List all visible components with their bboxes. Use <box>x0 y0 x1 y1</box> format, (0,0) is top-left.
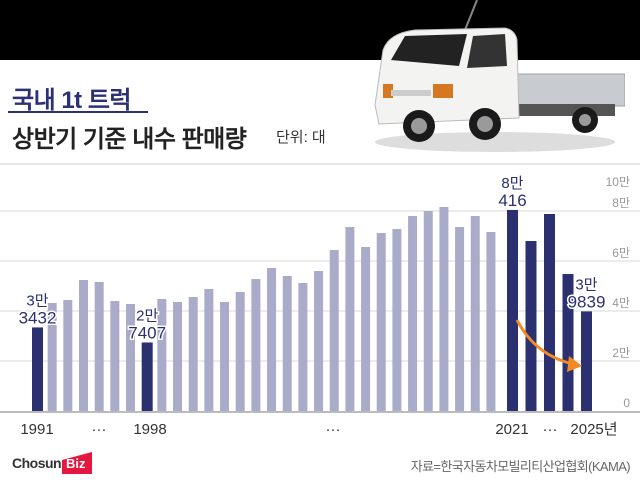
y-tick-label: 6만 <box>612 246 630 260</box>
value-label-1991: 3만 <box>26 292 48 309</box>
x-tick-label: 1991 <box>20 421 53 438</box>
bar-1996 <box>110 301 120 411</box>
bar-2018 <box>455 227 465 411</box>
y-tick-label: 10만 <box>606 175 630 189</box>
value-label-2021: 8만 <box>501 175 523 192</box>
unit-label: 단위: 대 <box>276 129 326 146</box>
truck-illustration <box>374 0 625 152</box>
x-tick-label: ··· <box>543 421 558 438</box>
bar-2025 <box>581 311 592 411</box>
value-label-2021: 416 <box>498 191 526 210</box>
x-tick-label: 1998 <box>133 421 166 438</box>
x-tick-label: ··· <box>92 421 107 438</box>
bar-1994 <box>79 280 89 411</box>
bar-2014 <box>392 229 402 411</box>
logo-chosun-text: Chosun <box>12 455 62 471</box>
bar-1991 <box>32 327 43 411</box>
bar-2002 <box>204 289 214 411</box>
bar-1995 <box>94 282 104 411</box>
bar-2023 <box>544 214 555 411</box>
bar-2005 <box>251 279 261 411</box>
y-tick-label: 8만 <box>612 196 630 210</box>
logo-biz-text: Biz <box>66 456 86 471</box>
bar-2008 <box>298 283 308 411</box>
bar-2017 <box>439 207 449 411</box>
bar-2020 <box>486 232 496 411</box>
y-tick-label: 2만 <box>612 346 630 360</box>
bar-2016 <box>423 211 433 411</box>
y-tick-label: 4만 <box>612 296 630 310</box>
bar-2009 <box>314 271 324 411</box>
value-label-1998: 7407 <box>128 323 166 342</box>
value-label-2025: 9839 <box>568 292 606 311</box>
bar-2024 <box>562 274 574 411</box>
bar-2007 <box>282 276 292 411</box>
bar-1997 <box>126 304 136 411</box>
chosunbiz-logo: Chosun Biz <box>10 452 92 476</box>
value-label-2025: 3만 <box>575 276 597 293</box>
chart-top-divider <box>0 163 640 165</box>
chart-subtitle: 상반기 기준 내수 판매량 <box>12 126 247 153</box>
bar-1999 <box>157 299 167 411</box>
bar-2011 <box>345 227 355 411</box>
source-note: 자료=한국자동차모빌리티산업협회(KAMA) <box>410 459 631 474</box>
chart-title: 국내 1t 트럭 <box>12 87 132 114</box>
bar-2006 <box>267 268 277 411</box>
bar-1998 <box>141 342 153 411</box>
bar-2019 <box>470 216 480 411</box>
bar-2022 <box>525 241 537 411</box>
bar-2013 <box>376 233 386 411</box>
x-tick-label: 2025년 <box>570 421 617 438</box>
value-label-1991: 3432 <box>19 308 57 327</box>
bar-1992 <box>47 303 57 411</box>
bar-2004 <box>235 292 245 411</box>
arrowhead-icon <box>567 356 582 372</box>
bar-2003 <box>220 302 230 411</box>
value-label-1998: 2만 <box>136 307 158 324</box>
bar-2010 <box>329 250 339 411</box>
decline-arrow-icon <box>515 319 574 366</box>
bar-2021 <box>507 209 518 411</box>
bar-2012 <box>361 247 371 411</box>
x-tick-label: ··· <box>326 421 341 438</box>
bar-2001 <box>188 297 198 411</box>
top-black-band <box>0 0 640 60</box>
x-tick-label: 2021 <box>495 421 528 438</box>
logo-biz-badge <box>62 452 92 474</box>
bar-2000 <box>173 302 183 411</box>
bar-2015 <box>408 216 418 411</box>
y-tick-label: 0 <box>623 396 630 410</box>
title-underline <box>8 111 148 113</box>
bar-1993 <box>63 300 73 411</box>
